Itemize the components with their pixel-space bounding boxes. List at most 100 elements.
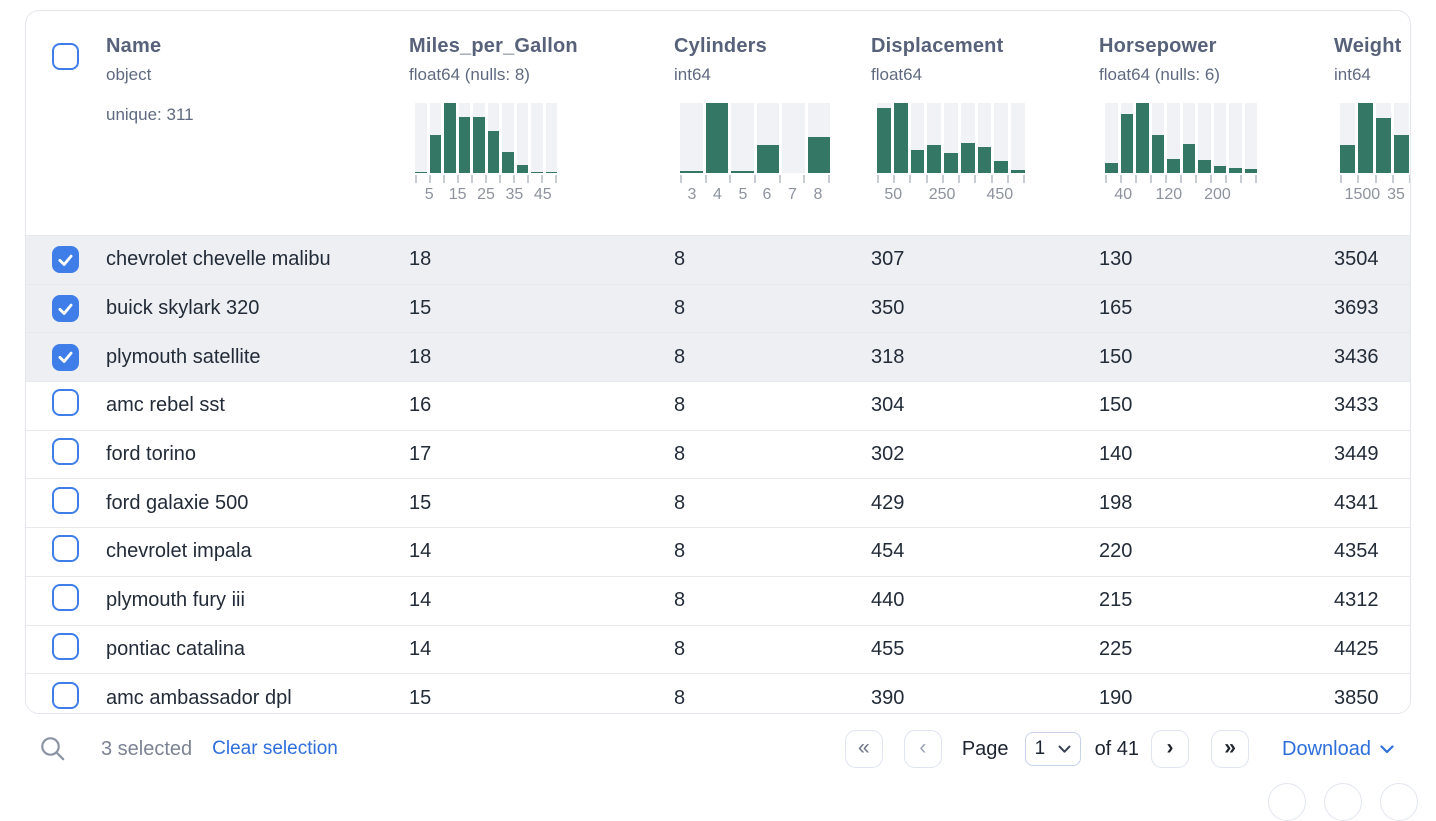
histogram-bars (877, 103, 1026, 173)
row-checkbox[interactable] (52, 584, 79, 612)
column-title[interactable]: Horsepower (1099, 35, 1217, 57)
column-title[interactable]: Displacement (871, 35, 1004, 57)
cell-hp: 220 (1099, 540, 1133, 563)
histogram-bar (910, 149, 925, 173)
cell-disp: 304 (871, 394, 905, 417)
search-icon[interactable] (39, 735, 67, 763)
cell-weight: 3449 (1334, 443, 1379, 466)
row-checkbox[interactable] (52, 438, 79, 466)
row-checkbox[interactable] (52, 295, 79, 323)
table-row: chevrolet chevelle malibu 18 8 307 130 3504 (26, 235, 1410, 284)
axis-tick (974, 175, 977, 183)
row-checkbox[interactable] (52, 632, 79, 660)
cell-hp: 130 (1099, 248, 1133, 271)
table-row: buick skylark 320 15 8 350 165 3693 (26, 283, 1410, 333)
column-header-weight: Weight int64 1500 35 (1334, 11, 1410, 235)
histogram-bar (1357, 103, 1373, 173)
histogram-bars (415, 103, 557, 173)
hidden-action-button[interactable] (1268, 783, 1306, 821)
histogram-bar (893, 103, 908, 173)
axis-tick (877, 175, 879, 183)
row-checkbox-cell (26, 246, 106, 274)
histogram-bar (756, 145, 779, 173)
cell-mpg: 18 (409, 248, 432, 271)
cell-disp: 318 (871, 345, 905, 368)
row-checkbox[interactable] (52, 535, 79, 563)
row-checkbox-cell (26, 343, 106, 371)
histogram-bin (1340, 103, 1355, 173)
row-checkbox[interactable] (52, 246, 79, 274)
cell-name: chevrolet chevelle malibu (106, 248, 331, 271)
hidden-action-button[interactable] (1380, 783, 1418, 821)
axis-tick (1180, 175, 1182, 183)
axis-tick (1391, 175, 1394, 183)
histogram: 5 15 25 35 45 (415, 103, 557, 204)
axis-tick (471, 175, 473, 183)
histogram-bin (502, 103, 514, 173)
first-page-button[interactable]: « (844, 730, 883, 768)
row-checkbox[interactable] (52, 389, 79, 417)
cell-mpg: 18 (409, 345, 432, 368)
row-checkbox[interactable] (52, 486, 79, 514)
axis-tick (499, 175, 501, 183)
axis-tick (429, 175, 431, 183)
column-header-hp: Horsepower float64 (nulls: 6) 40 120 200 (1099, 11, 1334, 235)
axis-tick-label: 3 (687, 186, 697, 203)
download-button[interactable]: Download (1282, 738, 1394, 761)
cell-weight: 4312 (1334, 589, 1379, 612)
column-title[interactable]: Name (106, 35, 162, 57)
next-page-button[interactable]: › (1151, 730, 1190, 768)
cell-weight: 3436 (1334, 345, 1379, 368)
histogram-bar (1340, 145, 1355, 173)
hidden-action-button[interactable] (1324, 783, 1362, 821)
column-title[interactable]: Cylinders (674, 35, 767, 57)
axis-tick (753, 175, 756, 183)
histogram-axis-labels: 1500 35 (1340, 186, 1410, 204)
column-header-mpg: Miles_per_Gallon float64 (nulls: 8) 5 15 25 3… (409, 11, 674, 235)
row-checkbox-cell (26, 486, 106, 520)
axis-tick (1195, 175, 1197, 183)
column-title[interactable]: Miles_per_Gallon (409, 35, 578, 57)
row-checkbox[interactable] (52, 681, 79, 709)
cell-mpg: 16 (409, 394, 432, 417)
selected-count: 3 selected (101, 737, 193, 760)
cell-cyl: 8 (674, 297, 686, 320)
cell-mpg: 14 (409, 589, 432, 612)
axis-tick-label: 450 (986, 186, 1014, 203)
table-row: ford torino 17 8 302 140 3449 (26, 429, 1410, 479)
histogram-bar (1375, 118, 1391, 173)
select-all-checkbox[interactable] (52, 43, 79, 70)
cell-weight: 3504 (1334, 248, 1379, 271)
axis-tick-label: 5 (424, 186, 434, 203)
table-row: pontiac catalina 14 8 455 225 4425 (26, 624, 1410, 674)
axis-tick-label: 4 (713, 186, 722, 203)
cell-weight: 3850 (1334, 686, 1379, 709)
axis-tick-label: 35 (505, 186, 524, 203)
cell-name: pontiac catalina (106, 637, 245, 660)
axis-tick (1240, 175, 1242, 183)
column-title[interactable]: Weight (1334, 35, 1402, 57)
previous-page-button[interactable]: ‹ (903, 730, 942, 768)
histogram-bar (1151, 134, 1164, 173)
axis-tick (1105, 175, 1107, 183)
clear-selection-link[interactable]: Clear selection (212, 738, 338, 759)
histogram-bin (444, 103, 456, 173)
cell-name: plymouth satellite (106, 345, 261, 368)
cell-disp: 429 (871, 491, 905, 514)
histogram-bin (1151, 103, 1164, 173)
histogram-bar (960, 142, 975, 173)
histogram-bin (1244, 103, 1257, 173)
histogram-bin (994, 103, 1009, 173)
row-checkbox[interactable] (52, 343, 79, 371)
last-page-button[interactable]: » (1211, 730, 1250, 768)
column-header-disp: Displacement float64 50 250 450 (871, 11, 1099, 235)
cell-hp: 165 (1099, 297, 1133, 320)
histogram-bar (1244, 168, 1257, 173)
axis-tick-label: 120 (1155, 186, 1183, 203)
histogram-bar (1120, 113, 1133, 173)
cell-disp: 307 (871, 248, 905, 271)
axis-tick (415, 175, 417, 183)
page-select[interactable]: 1 (1024, 732, 1081, 766)
cell-weight: 3693 (1334, 297, 1379, 320)
